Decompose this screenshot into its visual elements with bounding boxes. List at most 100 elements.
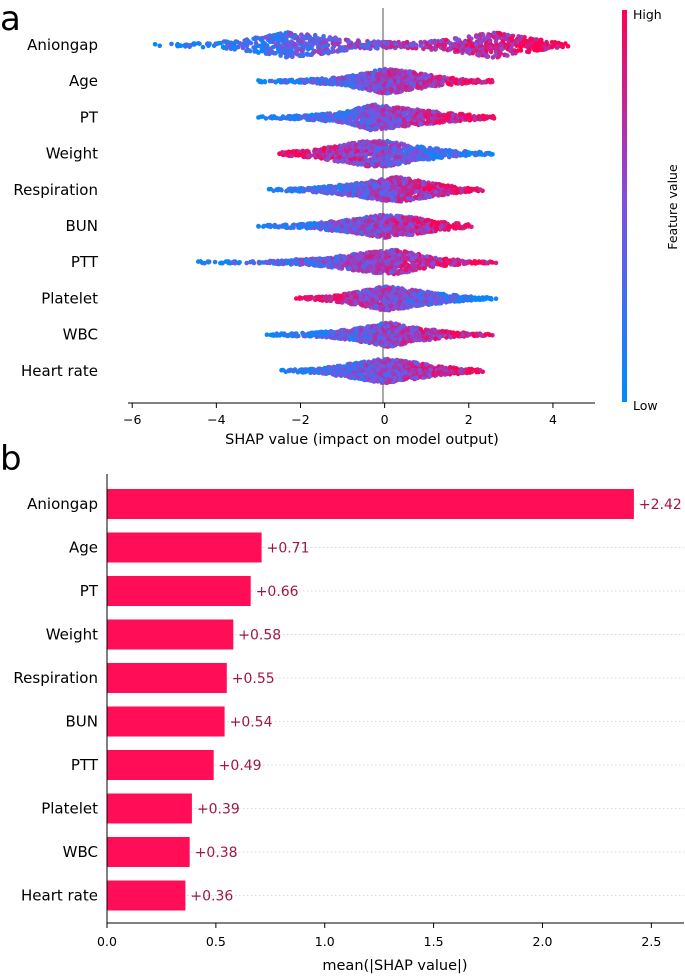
beeswarm-dot — [473, 152, 478, 158]
beeswarm-dot — [401, 146, 407, 152]
beeswarm-dot — [398, 43, 403, 49]
beeswarm-dot — [411, 70, 417, 76]
beeswarm-dot — [438, 183, 444, 188]
beeswarm-dot — [323, 115, 329, 121]
beeswarm-dot — [274, 35, 280, 41]
beeswarm-dot — [371, 182, 376, 187]
beeswarm-dot — [411, 83, 417, 88]
beeswarm-dot — [368, 113, 374, 118]
beeswarm-dot — [500, 39, 506, 44]
beeswarm-dot — [339, 146, 345, 152]
beeswarm-dot — [416, 178, 422, 184]
beeswarm-dot — [385, 76, 390, 81]
beeswarm-dot — [483, 36, 488, 42]
beeswarm-dot — [334, 150, 339, 156]
beeswarm-dot — [539, 40, 544, 46]
beeswarm-dot — [356, 182, 362, 188]
beeswarm-dot — [304, 35, 309, 41]
beeswarm-dot — [523, 40, 529, 45]
beeswarm-dot — [341, 76, 346, 82]
beeswarm-dot — [353, 77, 358, 82]
panel-a-label: a — [0, 0, 21, 39]
beeswarm-dot — [360, 43, 366, 48]
beeswarm-dot — [431, 40, 437, 45]
beeswarm-dot — [371, 154, 377, 159]
beeswarm-dot — [377, 71, 382, 77]
beeswarm-dot — [265, 51, 270, 56]
beeswarm-dot — [443, 37, 449, 43]
beeswarm-dot — [450, 43, 456, 48]
beeswarm-dot — [379, 125, 385, 131]
beeswarm-dot — [527, 47, 532, 53]
beeswarm-dot — [473, 42, 479, 47]
beeswarm-dot — [393, 114, 399, 119]
beeswarm-dot — [418, 39, 424, 45]
beeswarm-dot — [427, 73, 432, 79]
beeswarm-dot — [281, 78, 287, 83]
beeswarm-dot — [324, 156, 330, 162]
beeswarm-dot — [404, 159, 410, 165]
beeswarm-dot — [225, 43, 231, 49]
beeswarm-dot — [486, 34, 492, 40]
beeswarm-dot — [344, 145, 349, 150]
beeswarm-dot — [357, 157, 363, 162]
beeswarm-dot — [386, 69, 391, 75]
beeswarm-dot — [450, 113, 456, 118]
beeswarm-dot — [389, 152, 394, 158]
beeswarm-dot — [364, 82, 369, 88]
beeswarm-dot — [366, 180, 372, 185]
beeswarm-dot — [400, 85, 406, 91]
beeswarm-dot — [418, 43, 424, 48]
beeswarm-dot — [413, 194, 418, 200]
beeswarm-dot — [389, 194, 394, 200]
beeswarm-dot — [187, 43, 192, 49]
beeswarm-dot — [404, 39, 410, 45]
beeswarm-dot — [352, 189, 357, 194]
beeswarm-dot — [438, 39, 444, 44]
beeswarm-dot — [370, 145, 375, 151]
beeswarm-dot — [157, 43, 162, 49]
beeswarm-dot — [319, 48, 325, 53]
beeswarm-dot — [412, 148, 418, 153]
beeswarm-dot — [348, 43, 354, 48]
beeswarm-dot — [336, 110, 342, 115]
beeswarm-dot — [397, 143, 402, 149]
beeswarm-dot — [416, 75, 421, 81]
beeswarm-dot — [468, 115, 473, 120]
beeswarm-dot — [520, 43, 526, 48]
beeswarm-dot — [396, 175, 401, 181]
beeswarm-dot — [372, 41, 377, 47]
beeswarm-dot — [175, 43, 180, 49]
beeswarm-panel: a AniongapAgePTWeightRespirationBUNPTTPl… — [0, 0, 680, 448]
beeswarm-dot — [330, 75, 336, 81]
beeswarm-dot — [272, 115, 278, 121]
beeswarm-dot — [304, 187, 309, 192]
beeswarm-dot — [425, 108, 431, 114]
beeswarm-dot — [347, 191, 352, 196]
beeswarm-dot — [382, 44, 387, 50]
beeswarm-dot — [330, 45, 336, 51]
beeswarm-dot — [384, 154, 390, 160]
beeswarm-dot — [364, 113, 370, 118]
beeswarm-dot — [460, 151, 465, 157]
beeswarm-dot — [549, 40, 555, 45]
beeswarm-dot — [362, 118, 368, 124]
beeswarm-dot — [363, 187, 369, 192]
beeswarm-dot — [372, 88, 378, 94]
beeswarm-dot — [458, 111, 463, 117]
beeswarm-dot — [325, 43, 331, 48]
beeswarm-dot — [301, 77, 307, 83]
beeswarm-dot — [291, 149, 296, 154]
beeswarm-dot — [352, 83, 357, 88]
beeswarm-dot — [347, 160, 352, 165]
beeswarm-dot — [488, 49, 494, 55]
beeswarm-dot — [365, 126, 371, 131]
beeswarm-dot — [444, 185, 449, 190]
beeswarm-dot — [486, 45, 492, 51]
beeswarm-dot — [441, 112, 446, 118]
beeswarm-dot — [455, 190, 460, 195]
beeswarm-dot — [371, 76, 376, 82]
beeswarm-dot — [300, 34, 305, 39]
beeswarm-dot — [288, 186, 294, 191]
